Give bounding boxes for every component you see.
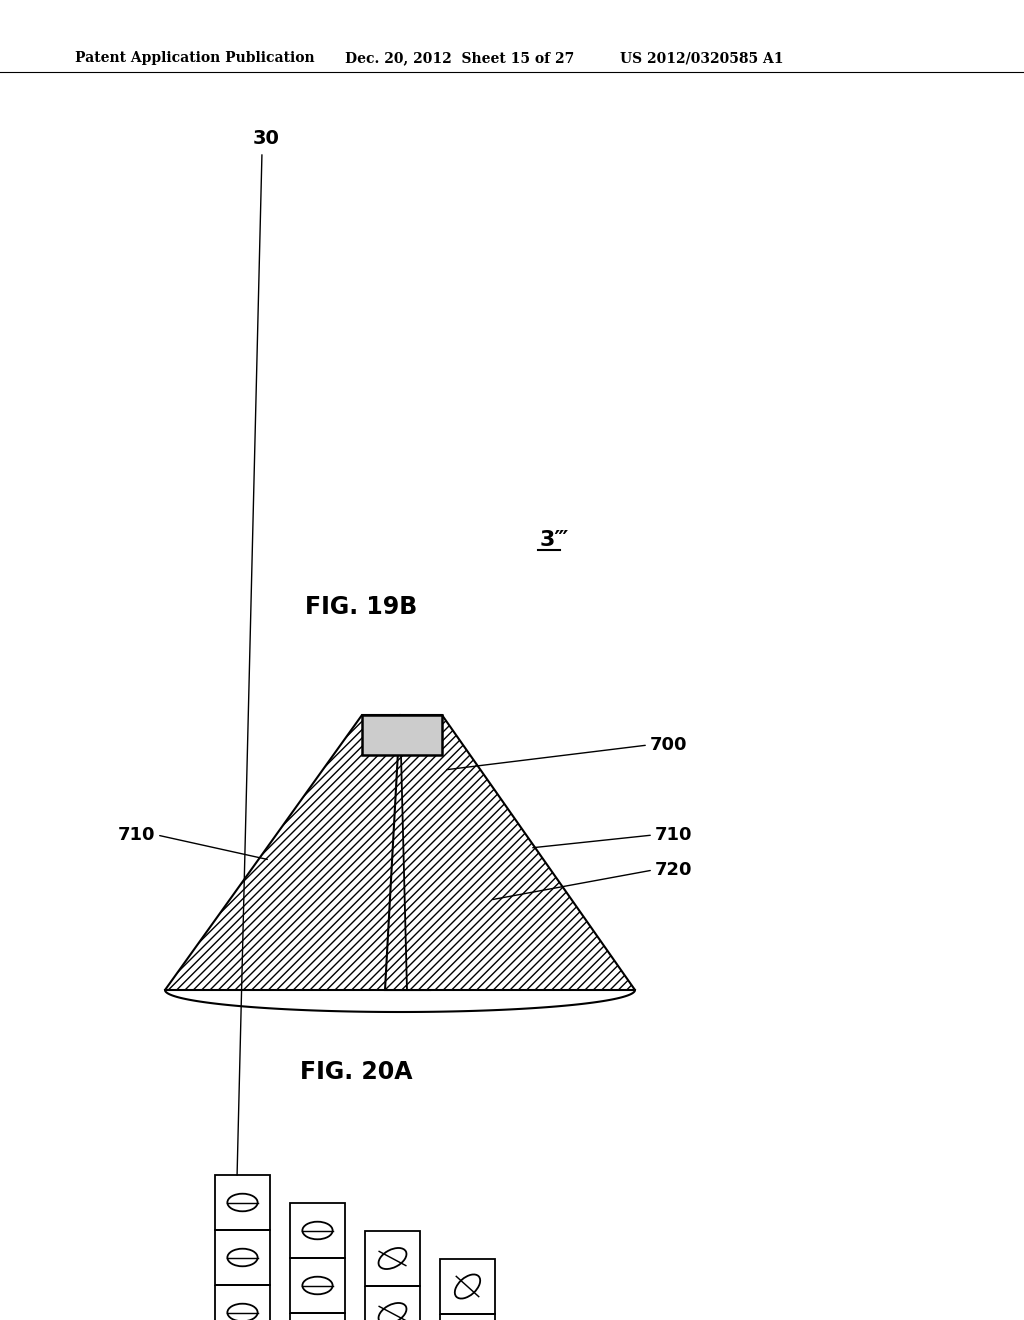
Bar — [290, 1313, 345, 1320]
Bar — [215, 1230, 270, 1284]
Text: 710: 710 — [655, 826, 692, 843]
Bar — [290, 1258, 345, 1313]
Text: 30: 30 — [253, 129, 280, 148]
Text: 700: 700 — [650, 737, 687, 754]
Bar — [215, 1175, 270, 1230]
Bar — [440, 1259, 495, 1313]
Text: 720: 720 — [655, 861, 692, 879]
Bar — [365, 1286, 420, 1320]
Text: FIG. 19B: FIG. 19B — [305, 595, 417, 619]
Text: Dec. 20, 2012  Sheet 15 of 27: Dec. 20, 2012 Sheet 15 of 27 — [345, 51, 574, 65]
Text: 710: 710 — [118, 826, 155, 843]
Bar — [365, 1232, 420, 1286]
Bar — [290, 1203, 345, 1258]
Polygon shape — [385, 715, 635, 990]
Bar — [440, 1313, 495, 1320]
Text: 3‴: 3‴ — [540, 531, 569, 550]
Polygon shape — [165, 715, 430, 990]
Bar — [215, 1284, 270, 1320]
Bar — [362, 715, 442, 755]
Text: Patent Application Publication: Patent Application Publication — [75, 51, 314, 65]
Text: US 2012/0320585 A1: US 2012/0320585 A1 — [620, 51, 783, 65]
Text: FIG. 20A: FIG. 20A — [300, 1060, 413, 1084]
